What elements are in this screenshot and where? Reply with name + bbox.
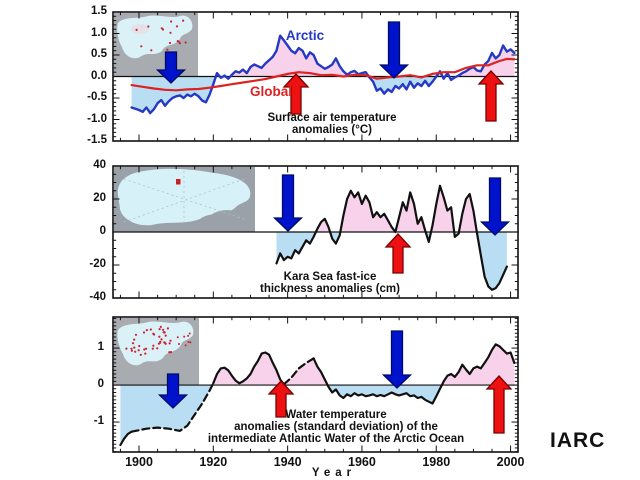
series-line: [275, 184, 508, 291]
series-line: [312, 343, 516, 405]
y-tick-label: 40: [93, 159, 106, 171]
red-up-arrow: [384, 233, 412, 274]
map-ocean: [117, 321, 194, 366]
x-tick-label: 1980: [422, 455, 451, 469]
map-region-highlight: [131, 24, 149, 34]
chart3-title-line3: intermediate Atlantic Water of the Arcti…: [207, 433, 465, 445]
x-tick-label: 2000: [496, 455, 525, 469]
y-tick-label: 1: [97, 341, 104, 354]
red-up-arrow: [485, 375, 513, 434]
map-inset-atlantic-water-stations: [114, 318, 199, 385]
fill-below-zero: [276, 232, 507, 290]
chart3-title-line2: anomalies (standard deviation) of the: [234, 421, 438, 433]
map-station-dots: [135, 19, 187, 52]
x-axis-label: Year: [311, 467, 357, 479]
map-island: [140, 58, 159, 75]
y-tick-label: -40: [89, 291, 106, 303]
y-tick-label: -20: [89, 258, 106, 270]
x-tick-label: 1900: [125, 455, 153, 469]
y-tick-label: 1.5: [91, 5, 107, 17]
chart2-title-line1: Kara Sea fast-ice: [283, 271, 377, 283]
y-tick-label: 0: [97, 378, 104, 391]
series-line: [130, 57, 516, 92]
y-tick-label: 0.0: [91, 69, 107, 82]
y-tick-label: -1: [93, 415, 104, 428]
series-line: [130, 34, 516, 115]
chart1-title-line1: Surface air temperature: [267, 112, 397, 124]
red-up-arrow: [282, 73, 310, 115]
blue-down-arrow: [381, 330, 413, 389]
blue-down-arrow: [272, 174, 304, 232]
red-up-arrow: [267, 380, 295, 418]
y-tick-label: 1.0: [91, 26, 107, 39]
x-tick-label: 1920: [199, 455, 228, 469]
blue-down-arrow: [157, 373, 189, 409]
blue-down-arrow: [479, 177, 511, 236]
map-landmass: [207, 210, 254, 231]
y-tick-label: 0.5: [91, 48, 107, 60]
plot-frame: [112, 11, 519, 142]
map-inset-arctic-top: [114, 13, 198, 77]
y-tick-label: 0: [99, 225, 106, 237]
series-line: [119, 430, 133, 447]
series-line: [212, 351, 285, 386]
y-tick-label: -0.5: [87, 91, 107, 103]
y-tick-label: -1.5: [87, 134, 107, 146]
x-tick-label: 1960: [348, 455, 376, 469]
blue-down-arrow: [155, 51, 187, 84]
plot-frame: [112, 165, 519, 299]
series-line: [282, 357, 315, 386]
chart-1: [112, 165, 519, 299]
map-graticule: [123, 171, 245, 225]
y-tick-label: 20: [93, 192, 106, 204]
fill-below-zero: [120, 385, 515, 445]
blue-down-arrow: [378, 21, 410, 79]
x-tick-label: 1940: [273, 455, 302, 469]
series-line: [130, 382, 215, 433]
chart-2: [112, 316, 519, 453]
chart1-title-line2: anomalies (°C): [291, 124, 373, 136]
plot-frame: [112, 316, 519, 453]
kara-sea-marker: [176, 179, 181, 185]
fill-above-zero: [276, 185, 507, 232]
chart2-title-line2: thickness anomalies (cm): [260, 283, 400, 295]
red-up-arrow: [477, 70, 505, 122]
chart3-title-line1: Water temperature: [285, 409, 387, 421]
arctic-series-label: Arctic: [285, 28, 325, 43]
map-inset-kara-sea: [114, 167, 255, 232]
y-tick-label: -1.0: [87, 112, 107, 125]
map-station-dots: [125, 325, 192, 356]
iarc-credit: IARC: [550, 429, 606, 452]
global-series-label: Global: [249, 84, 293, 99]
